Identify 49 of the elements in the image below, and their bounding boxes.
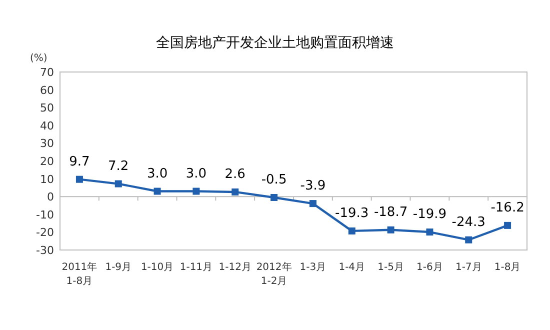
x-tick-label: 1-4月 bbox=[338, 262, 366, 273]
point bbox=[192, 188, 200, 195]
y-tick-label: -30 bbox=[36, 244, 54, 257]
y-tick-label: 20 bbox=[40, 155, 54, 168]
data-label: -18.7 bbox=[374, 204, 408, 220]
data-label: 3.0 bbox=[186, 166, 207, 182]
x-tick-label: 1-7月 bbox=[455, 262, 482, 273]
y-tick-label: 50 bbox=[40, 102, 54, 115]
point bbox=[232, 188, 239, 196]
point bbox=[309, 200, 316, 208]
ylabel: (%) bbox=[30, 53, 48, 64]
data-label: -24.3 bbox=[452, 214, 486, 230]
title: 全国房地产开发企业土地购置面积增速 bbox=[156, 35, 394, 51]
y-tick-label: -10 bbox=[36, 208, 54, 222]
data-label: 2.6 bbox=[224, 166, 246, 182]
point bbox=[504, 222, 512, 229]
data-label: -0.5 bbox=[261, 172, 287, 188]
x-tick-label: 1-12月 bbox=[218, 262, 252, 273]
data-label: -19.3 bbox=[335, 206, 369, 221]
point bbox=[154, 188, 161, 195]
point bbox=[387, 226, 394, 234]
x-tick-label: 1-8月 bbox=[494, 262, 521, 273]
x-tick-label: 2011年 1-8月 bbox=[62, 261, 98, 287]
x-tick-label: 2012年 1-2月 bbox=[256, 261, 292, 287]
data-label: -3.9 bbox=[300, 178, 326, 194]
data-label: 7.2 bbox=[108, 158, 129, 174]
y-tick-label: 30 bbox=[40, 137, 54, 150]
data-label: 9.7 bbox=[69, 154, 90, 170]
point bbox=[348, 227, 356, 234]
point bbox=[426, 228, 434, 236]
point bbox=[465, 236, 472, 244]
y-tick-label: 60 bbox=[40, 84, 54, 97]
point bbox=[76, 176, 83, 183]
y-tick-label: 0 bbox=[47, 190, 54, 204]
y-tick-label: 70 bbox=[40, 66, 54, 79]
x-tick-label: 1-5月 bbox=[378, 262, 404, 273]
data-label: 3.0 bbox=[146, 166, 168, 182]
point bbox=[270, 194, 278, 201]
x-tick-label: 1-3月 bbox=[300, 262, 326, 273]
data-label: -19.9 bbox=[412, 207, 447, 222]
x-tick-label: 1-6月 bbox=[416, 262, 443, 273]
point bbox=[114, 180, 122, 188]
y-tick-label: -20 bbox=[36, 226, 54, 240]
x-tick-label: 1-11月 bbox=[180, 262, 213, 273]
data-label: -16.2 bbox=[490, 200, 524, 216]
x-tick-label: 1-9月 bbox=[105, 262, 132, 273]
x-tick-label: 1-10月 bbox=[140, 262, 174, 273]
y-tick-label: 40 bbox=[40, 119, 54, 132]
y-tick-label: 10 bbox=[40, 172, 54, 186]
